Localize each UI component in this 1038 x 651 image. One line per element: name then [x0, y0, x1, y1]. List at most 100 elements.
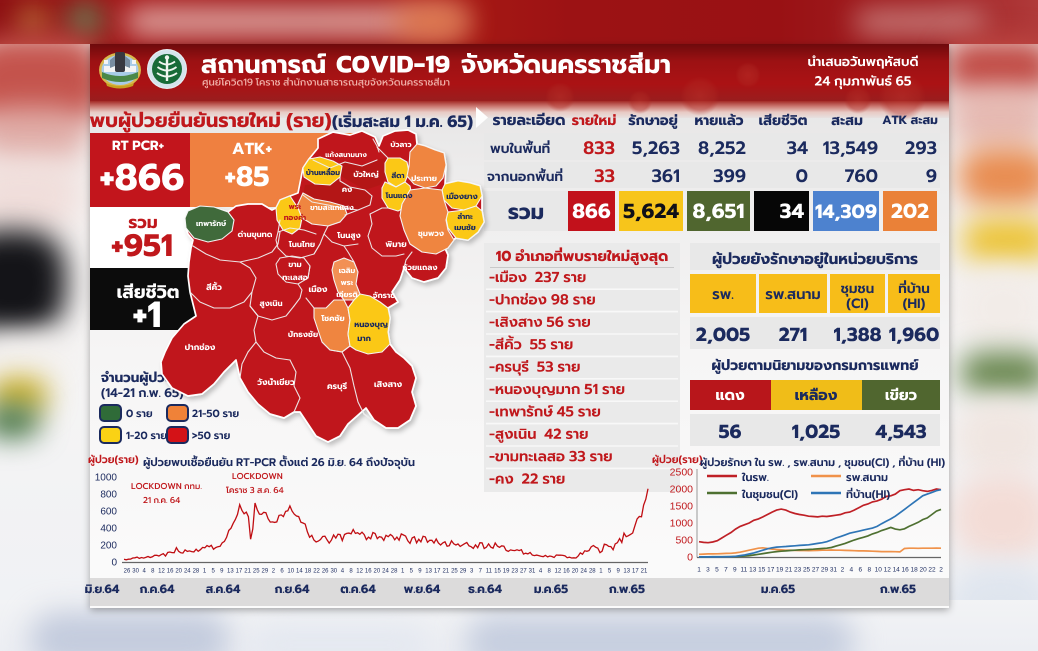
svg-text:15: 15: [758, 567, 766, 574]
svg-text:20: 20: [919, 567, 927, 574]
svg-text:28: 28: [193, 569, 200, 575]
svg-text:0: 0: [111, 558, 117, 569]
svg-text:29: 29: [262, 569, 269, 575]
svg-text:28: 28: [391, 569, 398, 575]
svg-text:26: 26: [322, 569, 329, 575]
svg-text:13: 13: [623, 569, 630, 575]
svg-text:12: 12: [884, 567, 892, 574]
svg-text:1000: 1000: [95, 473, 118, 484]
svg-text:2500: 2500: [670, 467, 694, 479]
svg-text:22: 22: [313, 569, 320, 575]
svg-text:16: 16: [365, 569, 372, 575]
svg-text:30: 30: [330, 569, 337, 575]
svg-text:9: 9: [733, 567, 737, 574]
svg-text:5: 5: [715, 567, 719, 574]
svg-text:11: 11: [740, 567, 747, 574]
svg-text:19: 19: [776, 567, 784, 574]
svg-text:1: 1: [599, 569, 603, 575]
svg-text:19: 19: [503, 569, 510, 575]
svg-text:8: 8: [867, 567, 871, 574]
svg-text:400: 400: [100, 524, 117, 535]
svg-text:4: 4: [341, 569, 345, 575]
svg-text:12: 12: [554, 569, 561, 575]
svg-text:25: 25: [451, 569, 458, 575]
svg-text:30: 30: [132, 569, 139, 575]
svg-text:9: 9: [220, 569, 224, 575]
svg-text:500: 500: [675, 535, 693, 547]
svg-text:17: 17: [434, 569, 441, 575]
svg-text:29: 29: [460, 569, 467, 575]
svg-text:7: 7: [479, 569, 483, 575]
svg-text:26: 26: [124, 569, 131, 575]
svg-text:20: 20: [175, 569, 182, 575]
svg-text:200: 200: [100, 541, 117, 552]
svg-text:13: 13: [425, 569, 432, 575]
svg-text:13: 13: [749, 567, 757, 574]
svg-text:28: 28: [589, 569, 596, 575]
svg-text:20: 20: [572, 569, 579, 575]
svg-text:1000: 1000: [670, 518, 694, 530]
svg-text:800: 800: [100, 490, 117, 501]
svg-text:27: 27: [520, 569, 527, 575]
svg-text:4: 4: [539, 569, 543, 575]
svg-text:13: 13: [227, 569, 234, 575]
svg-text:16: 16: [902, 567, 910, 574]
svg-text:31: 31: [830, 567, 838, 574]
svg-text:21: 21: [785, 567, 793, 574]
svg-text:5: 5: [410, 569, 414, 575]
svg-text:7: 7: [724, 567, 728, 574]
svg-text:12: 12: [158, 569, 165, 575]
svg-text:1: 1: [697, 567, 701, 574]
svg-text:2: 2: [939, 567, 943, 574]
svg-text:3: 3: [470, 569, 474, 575]
svg-text:2: 2: [841, 567, 845, 574]
svg-text:24: 24: [382, 569, 389, 575]
svg-text:8: 8: [349, 569, 353, 575]
svg-text:10: 10: [875, 567, 883, 574]
svg-text:12: 12: [356, 569, 363, 575]
svg-text:1: 1: [203, 569, 207, 575]
svg-text:27: 27: [812, 567, 820, 574]
svg-text:21: 21: [641, 569, 648, 575]
svg-text:23: 23: [511, 569, 518, 575]
svg-text:14: 14: [296, 569, 303, 575]
svg-text:14: 14: [893, 567, 901, 574]
svg-text:1: 1: [401, 569, 405, 575]
svg-text:22: 22: [928, 567, 936, 574]
svg-text:4: 4: [850, 567, 854, 574]
svg-text:17: 17: [236, 569, 243, 575]
svg-text:9: 9: [616, 569, 620, 575]
svg-text:4: 4: [143, 569, 147, 575]
svg-text:24: 24: [580, 569, 587, 575]
svg-text:0: 0: [687, 552, 693, 564]
svg-text:2000: 2000: [670, 484, 694, 496]
svg-text:11: 11: [486, 569, 493, 575]
svg-text:2: 2: [272, 569, 276, 575]
svg-text:16: 16: [167, 569, 174, 575]
svg-text:8: 8: [151, 569, 155, 575]
svg-text:23: 23: [794, 567, 802, 574]
svg-text:8: 8: [548, 569, 552, 575]
svg-text:5: 5: [608, 569, 612, 575]
svg-text:600: 600: [100, 507, 117, 518]
svg-text:25: 25: [803, 567, 811, 574]
svg-text:21: 21: [442, 569, 449, 575]
svg-text:15: 15: [494, 569, 501, 575]
svg-text:17: 17: [767, 567, 775, 574]
svg-text:31: 31: [529, 569, 536, 575]
svg-text:10: 10: [287, 569, 294, 575]
svg-text:25: 25: [253, 569, 260, 575]
svg-text:17: 17: [632, 569, 639, 575]
svg-text:5: 5: [211, 569, 215, 575]
svg-text:16: 16: [563, 569, 570, 575]
svg-text:21: 21: [244, 569, 251, 575]
svg-text:1500: 1500: [670, 501, 694, 513]
svg-text:3: 3: [706, 567, 710, 574]
svg-text:20: 20: [374, 569, 381, 575]
svg-text:18: 18: [305, 569, 312, 575]
svg-text:24: 24: [184, 569, 191, 575]
svg-text:9: 9: [418, 569, 422, 575]
svg-text:18: 18: [910, 567, 918, 574]
svg-text:6: 6: [280, 569, 284, 575]
svg-text:29: 29: [821, 567, 829, 574]
